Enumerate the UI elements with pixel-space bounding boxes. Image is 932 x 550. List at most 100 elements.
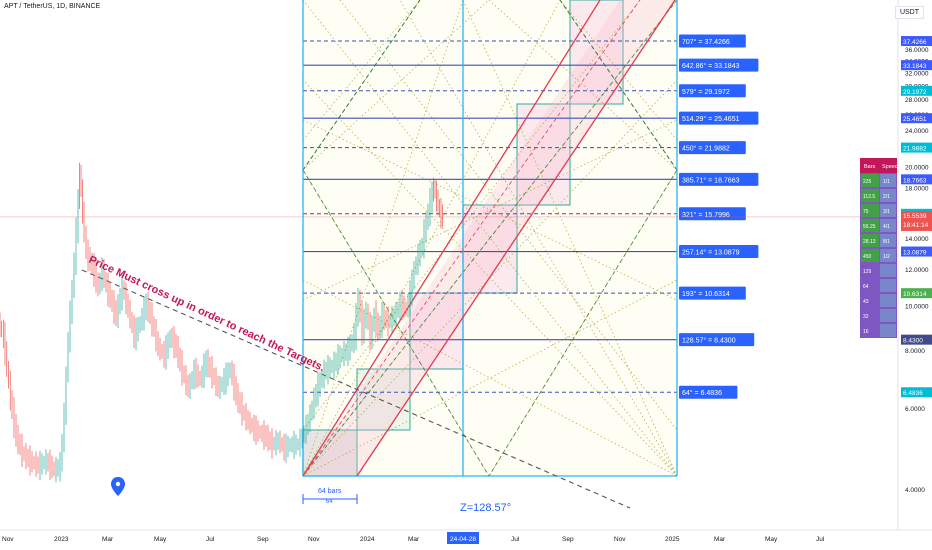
angle-label-bg-2: [679, 84, 746, 98]
speed-table-cell-bars-2: [861, 204, 879, 217]
angle-label-bg-3: [679, 111, 759, 125]
angle-label-bg-7: [679, 245, 759, 259]
x-tick-label-4: Jul: [206, 536, 215, 543]
level-badge-2: [901, 85, 932, 96]
x-tick-label-0: Nov: [2, 536, 14, 543]
speed-table-head-bars: Bars: [864, 164, 876, 170]
speed-table-cell-bars-4: [861, 234, 879, 247]
annotation-text: Price Must cross up in order to reach th…: [87, 254, 327, 374]
last-price-text: 15.5539: [903, 213, 927, 220]
level-badge-4: [901, 142, 932, 153]
x-tick-highlight: [447, 532, 479, 544]
location-marker-dot: [115, 481, 121, 487]
level-badge-text-3: 25.4651: [903, 116, 927, 123]
x-tick-label-8: Mar: [408, 536, 420, 543]
y-tick-label-17: 4.0000: [905, 487, 925, 494]
angle-label-1: 642.86° = 33.1843: [682, 62, 740, 70]
gann-green-dash-4: [302, 0, 421, 171]
channel-mid-line: [302, 0, 641, 477]
angle-label-bg-10: [679, 385, 738, 399]
gann-square-4: [516, 103, 571, 206]
speed-table-cell-speed-9: [880, 309, 896, 322]
gann-green-dash-6: [302, 0, 678, 477]
y-tick-label-7: 24.0000: [905, 128, 929, 135]
gann-fan-line-19: [302, 0, 641, 431]
speed-table-head-speed: Speed: [882, 164, 898, 170]
speed-table-cell-bars-6: [861, 264, 879, 277]
y-tick-label-10: 18.0000: [905, 186, 929, 193]
x-tick-label-16: Jul: [816, 536, 825, 543]
angle-label-6: 321° = 15.7996: [682, 211, 730, 219]
speed-table-bars-9: 32: [863, 314, 869, 320]
angle-label-4: 450° = 21.9882: [682, 145, 730, 153]
speed-table-bars-2: 75: [863, 209, 869, 215]
gann-fan-line-7: [462, 0, 678, 477]
speed-table-cell-speed-3: [880, 219, 896, 232]
speed-table-cell-bars-0: [861, 174, 879, 187]
level-readout: Z=128.57°: [460, 502, 511, 514]
angle-label-bg-9: [679, 333, 755, 347]
x-tick-label-2: Mar: [102, 536, 114, 543]
speed-table-bars-4: 28.13: [863, 239, 876, 245]
speed-table-header-bg: [860, 158, 897, 173]
speed-table-bars-7: 64: [863, 284, 869, 290]
y-tick-label-15: 8.0000: [905, 348, 925, 355]
gann-square-1: [356, 368, 411, 431]
level-badge-0: [901, 36, 932, 47]
symbol-title: APT / TetherUS, 1D, BINANCE: [4, 3, 101, 10]
x-tick-label-3: May: [154, 536, 167, 543]
speed-table-cell-speed-10: [880, 324, 896, 337]
channel-lower-line: [356, 0, 676, 477]
angle-label-bg-0: [679, 34, 746, 48]
speed-table-cell-bars-5: [861, 249, 879, 262]
y-tick-label-5: 28.0000: [905, 97, 929, 104]
angle-label-bg-4: [679, 141, 746, 155]
level-badge-5: [901, 174, 932, 185]
x-tick-label-11: Sep: [562, 536, 574, 543]
level-badge-text-1: 33.1843: [903, 63, 927, 70]
angle-label-10: 64° = 6.4836: [682, 389, 722, 397]
level-badge-text-5: 18.7663: [903, 177, 927, 184]
level-badge-text-9: 8.4300: [903, 338, 923, 345]
angle-label-7: 257.14° = 13.0879: [682, 249, 740, 257]
level-badge-1: [901, 60, 932, 71]
x-tick-label-13: 2025: [665, 536, 680, 543]
gann-fan-line-14: [302, 0, 421, 141]
speed-table-bars-10: 16: [863, 329, 869, 335]
gann-fan-line-15: [559, 0, 678, 141]
resistance-trendline: [81, 269, 631, 509]
x-tick-label-15: May: [765, 536, 778, 543]
speed-table-cell-speed-6: [880, 264, 896, 277]
angle-label-bg-1: [679, 58, 759, 72]
speed-table-bars-1: 112.5: [863, 194, 875, 200]
speed-table-speed-5: 1/2: [883, 254, 890, 260]
level-badge-text-2: 29.1972: [903, 89, 927, 96]
currency-button[interactable]: USDT: [894, 6, 924, 19]
y-tick-label-9: 20.0000: [905, 165, 929, 172]
speed-table-cell-speed-0: [880, 174, 896, 187]
speed-table-cell-speed-8: [880, 294, 896, 307]
channel-upper-line: [302, 0, 601, 477]
speed-table-bars-5: 450: [863, 254, 872, 260]
gann-fan-line-1: [302, 0, 678, 477]
gann-fan-line-9: [302, 119, 678, 301]
speed-table-bars-8: 43: [863, 299, 869, 305]
speed-table-cell-speed-5: [880, 249, 896, 262]
speed-table-bars-0: 225: [863, 179, 872, 185]
speed-table-cell-speed-4: [880, 234, 896, 247]
y-tick-label-13: 12.0000: [905, 267, 929, 274]
gann-fan-line-8: [302, 119, 678, 301]
y-tick-label-16: 6.0000: [905, 406, 925, 413]
speed-table-cell-speed-7: [880, 279, 896, 292]
bars-range-sub: 64: [326, 499, 333, 505]
countdown-text: 18:41:14: [903, 222, 929, 229]
level-badge-text-4: 21.9882: [903, 146, 927, 153]
level-badge-text-10: 6.4836: [903, 390, 923, 397]
speed-table-cell-speed-2: [880, 204, 896, 217]
level-badge-8: [901, 288, 932, 299]
level-badge-text-0: 37.4266: [903, 39, 927, 46]
speed-table-cell-bars-9: [861, 309, 879, 322]
gann-green-dash-5: [559, 0, 678, 171]
speed-table-cell-speed-1: [880, 189, 896, 202]
